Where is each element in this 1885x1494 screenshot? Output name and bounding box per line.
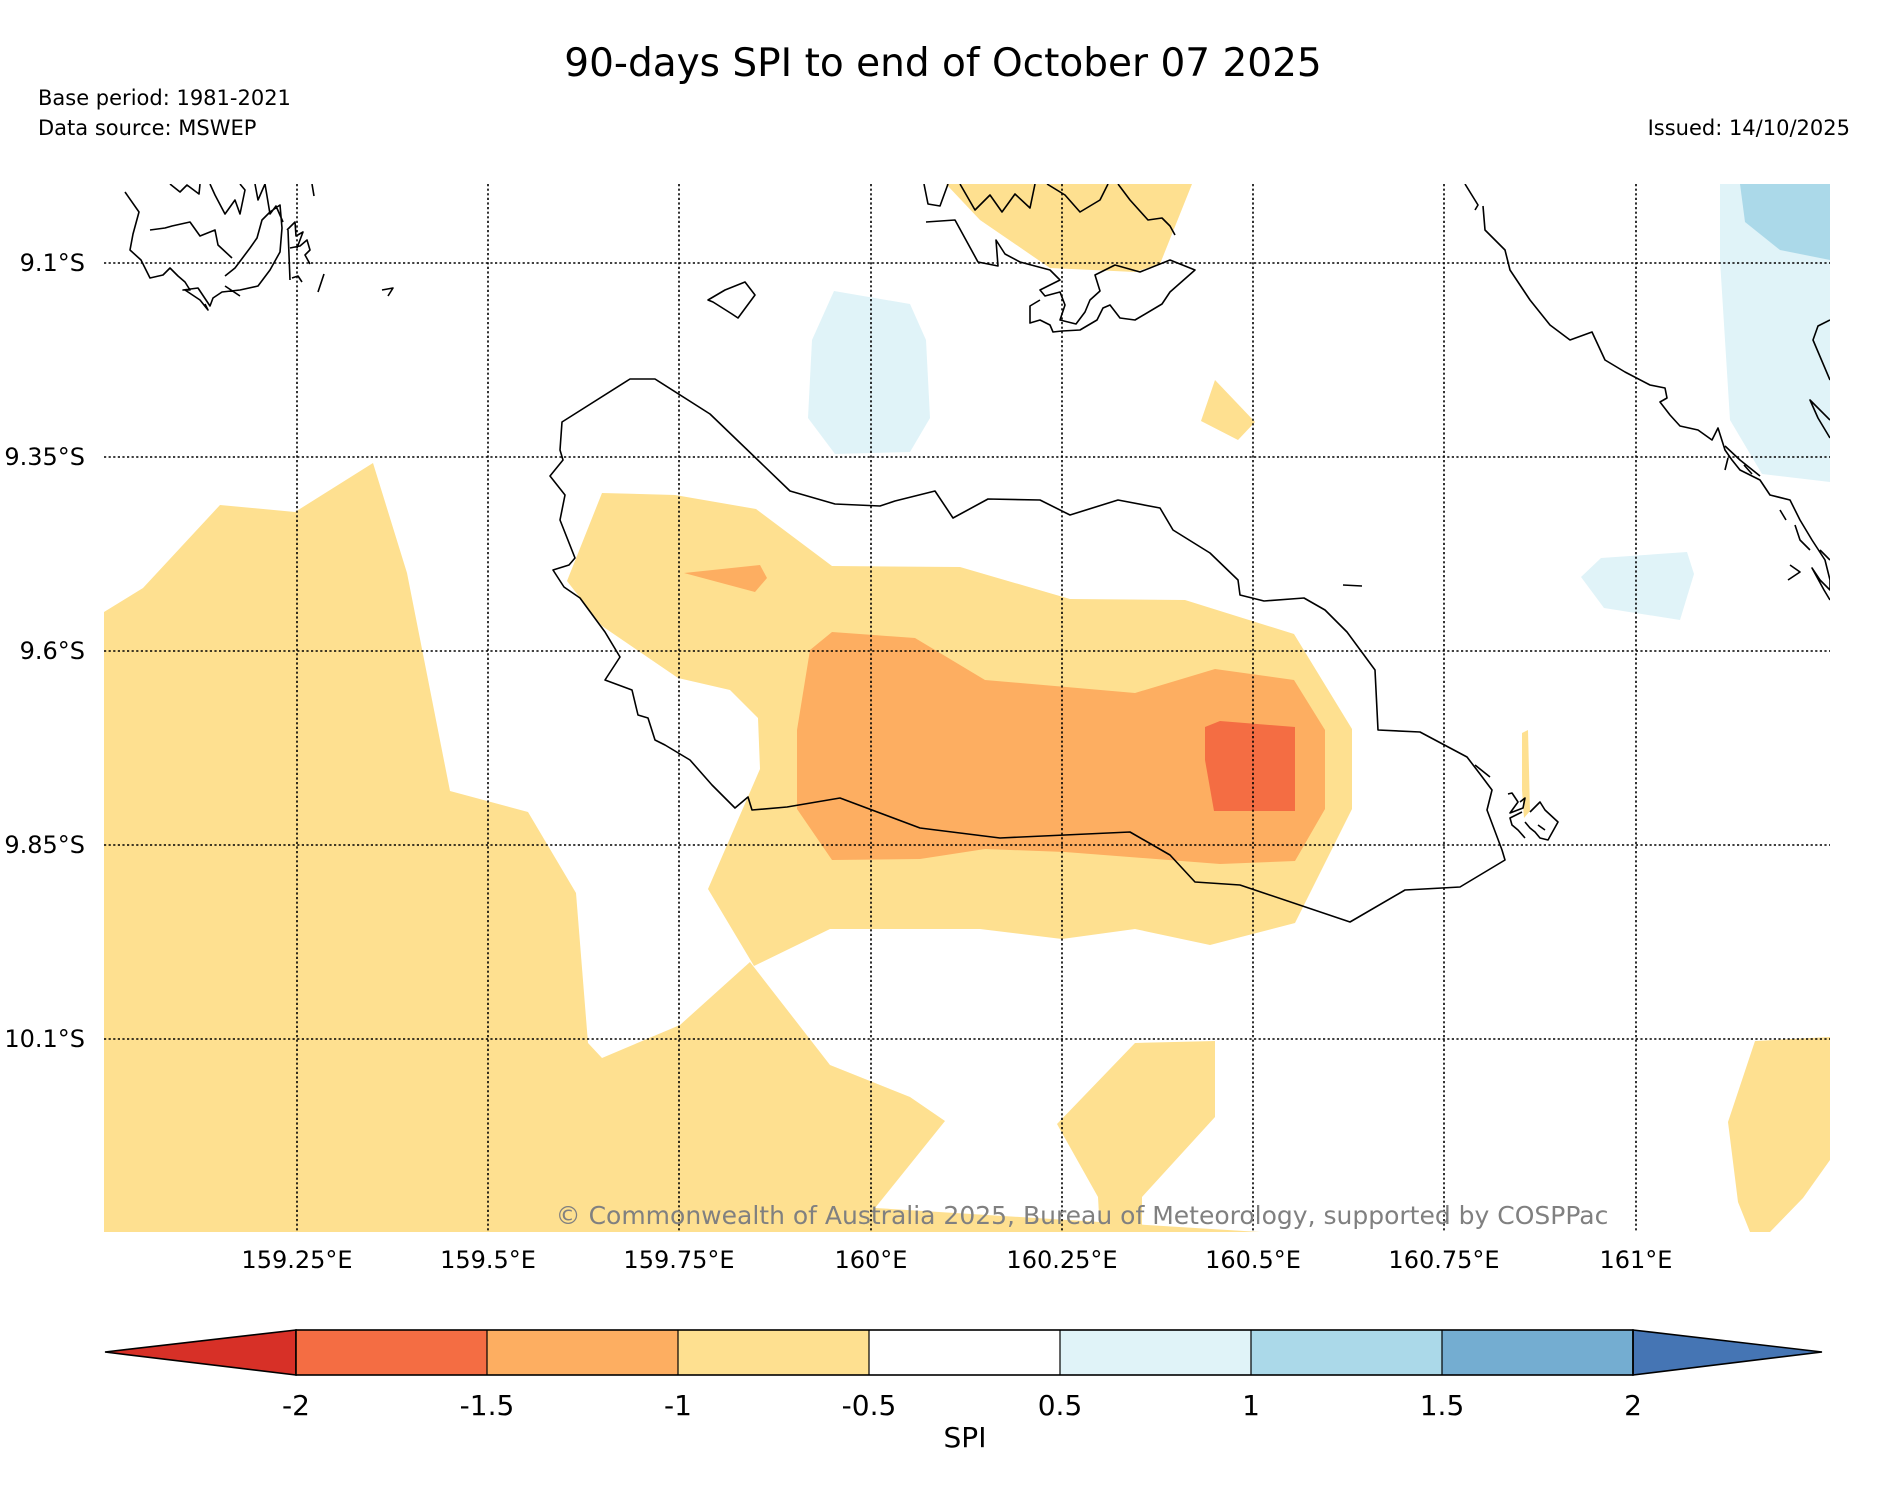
lon-label: 159.75°E: [623, 1246, 734, 1274]
lat-label: 9.6°S: [20, 637, 85, 665]
colorbar-extend-low: [104, 1329, 297, 1376]
spi-zone-strip-dry: [1522, 730, 1530, 818]
spi-zone-wet-north: [808, 291, 930, 454]
lat-label: 10.1°S: [4, 1025, 85, 1053]
colorbar-tick-label: 0.5: [1038, 1389, 1083, 1422]
colorbar-tick-label: 1.5: [1420, 1389, 1465, 1422]
colorbar-tick-label: -2: [282, 1389, 310, 1422]
coastline-small-island: [707, 281, 756, 319]
colorbar-tick-label: -1.5: [460, 1389, 515, 1422]
spi-zone-small-dry: [1201, 380, 1255, 440]
lon-label: 161°E: [1600, 1246, 1673, 1274]
longitude-labels: 159.25°E 159.5°E 159.75°E 160°E 160.25°E…: [241, 1246, 1672, 1274]
colorbar-label: SPI: [944, 1421, 987, 1454]
data-source-label: Data source: MSWEP: [38, 116, 256, 140]
lon-label: 159.25°E: [241, 1246, 352, 1274]
coastline-north-islands: [923, 184, 1196, 333]
colorbar-segment: [869, 1330, 1060, 1375]
colorbar-tick-label: -0.5: [842, 1389, 897, 1422]
lat-label: 9.1°S: [20, 249, 85, 277]
spi-zone-wet-east: [1581, 552, 1694, 620]
lat-label: 9.85°S: [4, 831, 85, 859]
colorbar-segment: [296, 1330, 487, 1375]
spi-zone-wetter-northeast: [1740, 184, 1830, 260]
map-area: [104, 184, 1830, 1232]
lon-label: 159.5°E: [440, 1246, 536, 1274]
chart-title: 90-days SPI to end of October 07 2025: [564, 41, 1321, 86]
lon-label: 160°E: [835, 1246, 908, 1274]
colorbar-segment: [487, 1330, 678, 1375]
copyright-notice: © Commonwealth of Australia 2025, Bureau…: [556, 1201, 1609, 1230]
lon-label: 160.5°E: [1205, 1246, 1301, 1274]
spi-zone-wet-northeast: [1720, 184, 1830, 482]
colorbar-tick-label: -1: [664, 1389, 692, 1422]
base-period-label: Base period: 1981-2021: [38, 86, 291, 110]
coastline-east-island: [1464, 184, 1830, 601]
issued-date-label: Issued: 14/10/2025: [1648, 116, 1850, 140]
colorbar-segment: [1442, 1330, 1633, 1375]
spi-zone-severe: [1205, 721, 1295, 811]
spi-zone-small-moderate: [684, 565, 767, 592]
colorbar-segment: [1060, 1330, 1251, 1375]
colorbar-segment: [1251, 1330, 1442, 1375]
spi-zone-central-moderate: [797, 632, 1325, 864]
coastline-main-island: [549, 378, 1506, 923]
colorbar-segment: [678, 1330, 869, 1375]
spi-zone-west-dry: [104, 463, 1260, 1232]
spi-zone-southeast-dry: [1057, 1041, 1215, 1232]
lon-label: 160.25°E: [1006, 1246, 1117, 1274]
lat-label: 9.35°S: [4, 443, 85, 471]
spi-zone-far-southeast-dry: [1728, 1037, 1830, 1232]
colorbar-extend-high: [1632, 1329, 1823, 1376]
coastline-small-dash: [1342, 584, 1363, 587]
spi-zone-north-dry: [946, 184, 1192, 272]
coastline-northwest-islands: [124, 184, 394, 311]
colorbar-tick-label: 2: [1624, 1389, 1642, 1422]
latitude-labels: 9.1°S 9.35°S 9.6°S 9.85°S 10.1°S: [4, 249, 85, 1053]
colorbar-tick-label: 1: [1242, 1389, 1260, 1422]
colorbar: -2 -1.5 -1 -0.5 0.5 1 1.5 2 SPI: [104, 1329, 1823, 1454]
lon-label: 160.75°E: [1388, 1246, 1499, 1274]
coastline-southeast-islands: [1474, 764, 1559, 841]
